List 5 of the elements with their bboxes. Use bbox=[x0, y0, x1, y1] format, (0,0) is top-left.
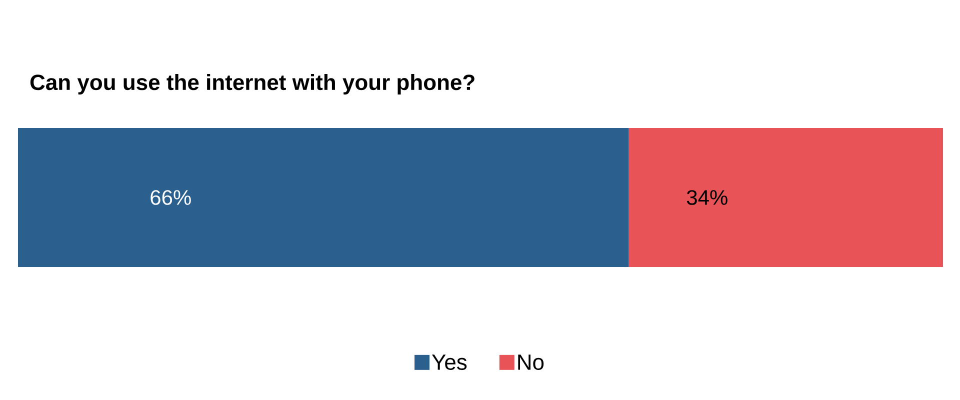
legend-label: No bbox=[518, 354, 544, 370]
chart-title: Can you use the internet with your phone? bbox=[30, 74, 474, 94]
legend-label: Yes bbox=[432, 354, 467, 370]
data-label: 66% bbox=[150, 190, 191, 205]
data-label: 34% bbox=[686, 190, 728, 205]
